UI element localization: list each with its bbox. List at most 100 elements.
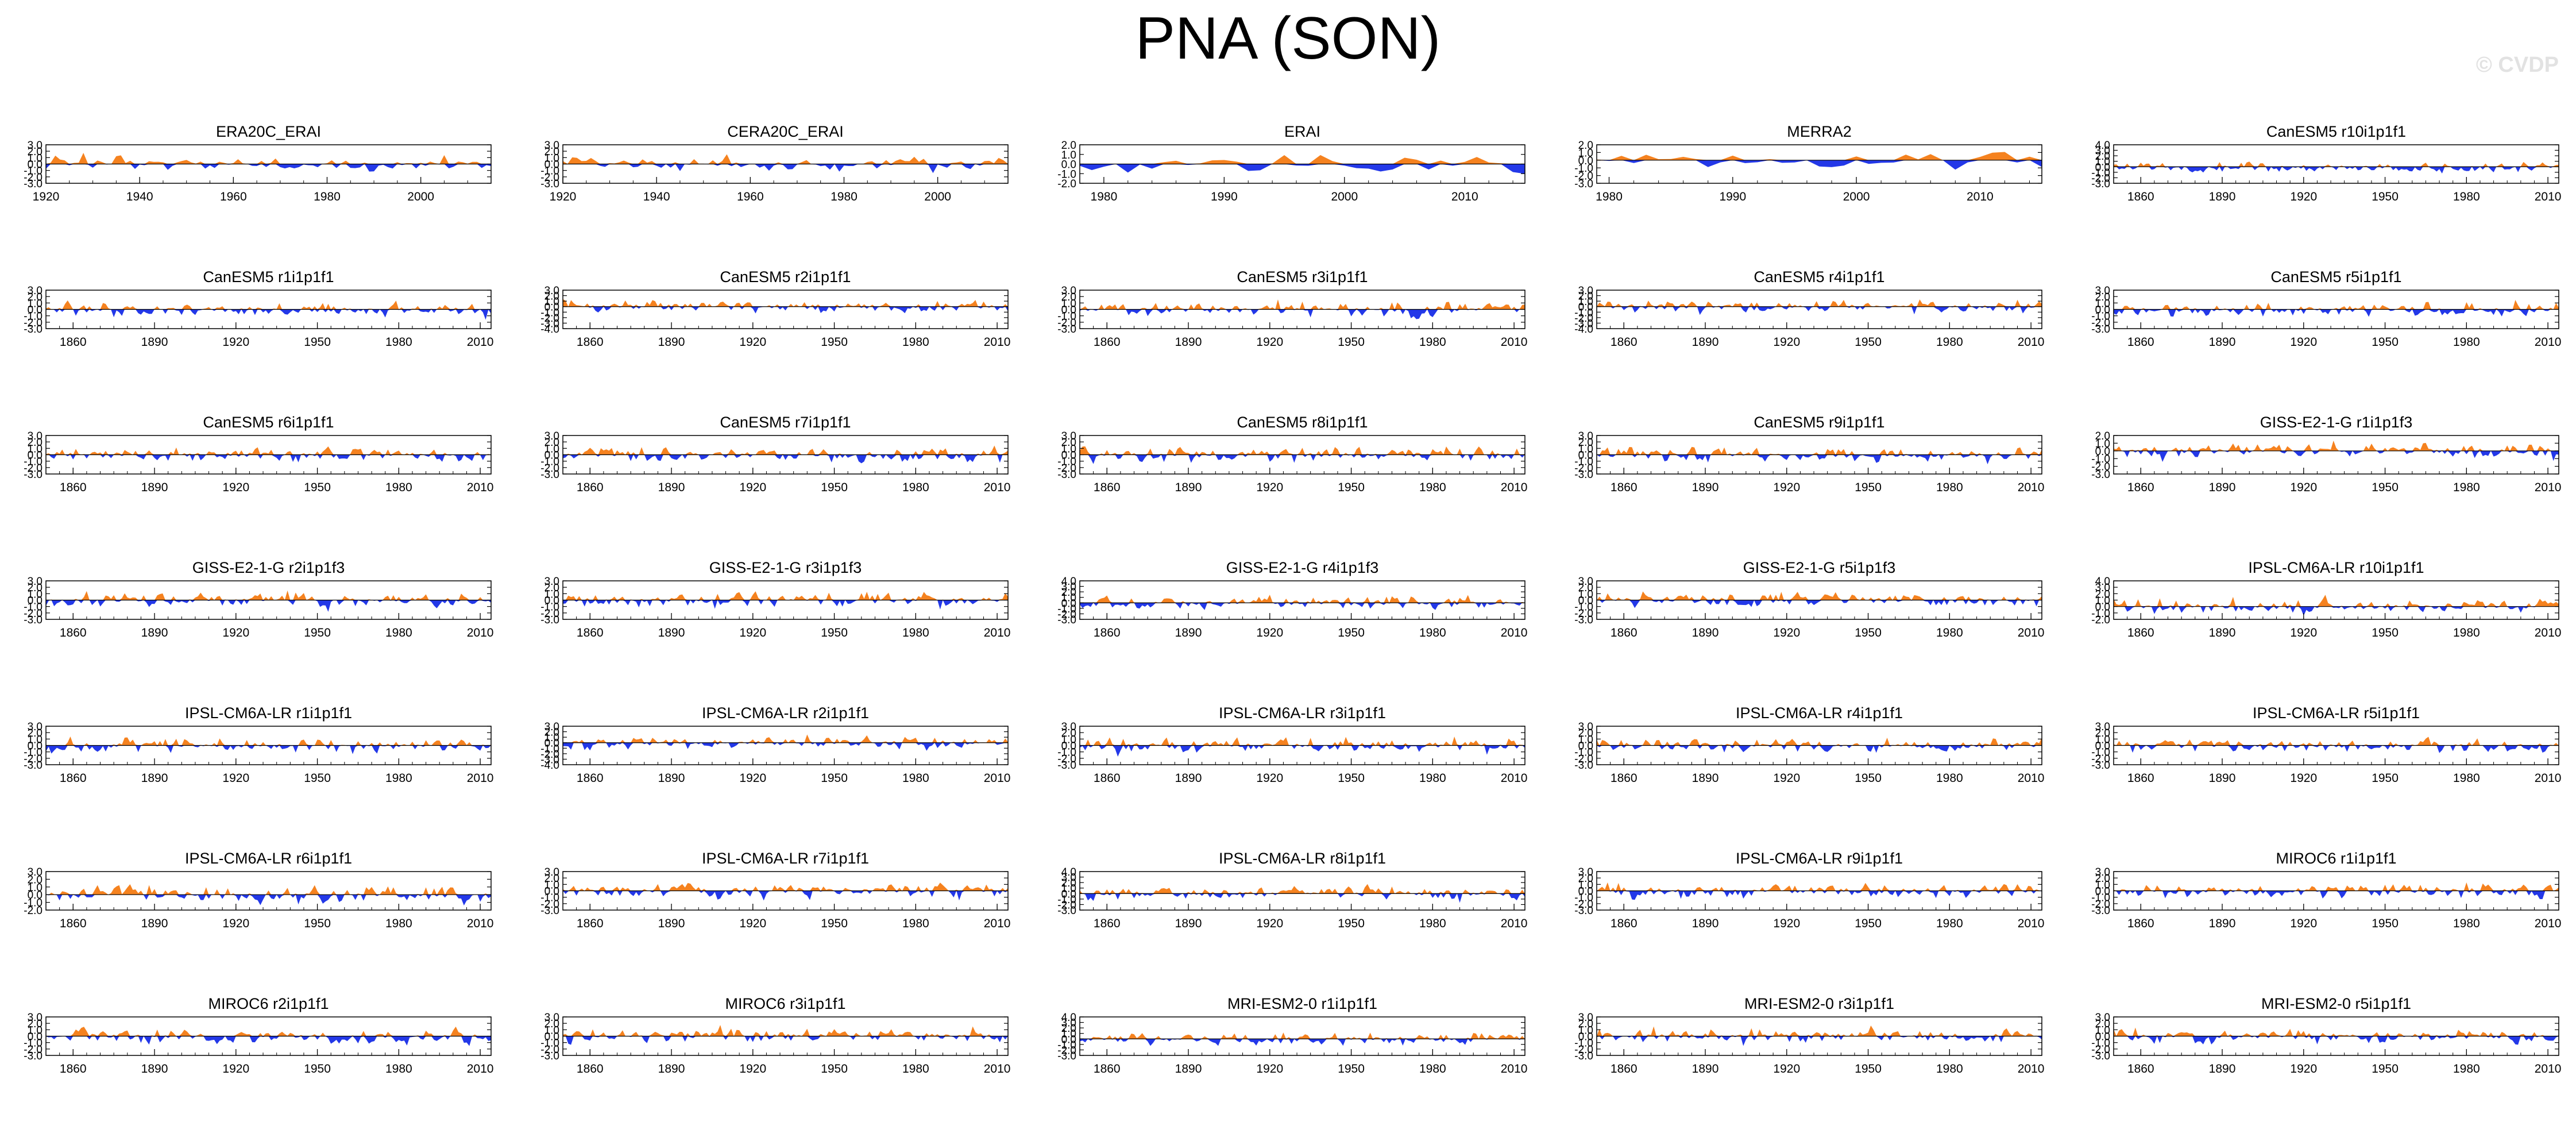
y-tick-label: 1.0 bbox=[1061, 298, 1076, 310]
x-tick-label: 1890 bbox=[1175, 772, 1202, 785]
y-tick-label: -2.0 bbox=[540, 749, 559, 761]
x-tick-label: 2010 bbox=[2535, 481, 2562, 494]
y-tick-label: 1.0 bbox=[544, 152, 559, 164]
y-tick-label: 0.0 bbox=[544, 595, 559, 607]
x-tick-label: 1890 bbox=[658, 481, 685, 494]
panel-title: IPSL-CM6A-LR r3i1p1f1 bbox=[1219, 704, 1386, 722]
x-tick-label: 1890 bbox=[658, 772, 685, 785]
plot-frame bbox=[45, 871, 492, 911]
y-tick-label: -1.0 bbox=[540, 165, 559, 178]
y-tick-label: 0.0 bbox=[1578, 302, 1593, 314]
x-tick-label: 1860 bbox=[60, 917, 87, 930]
y-tick-label: 0.0 bbox=[28, 1031, 43, 1043]
x-tick-label: 1890 bbox=[1692, 1062, 1719, 1076]
panel-ipsl-cm6a-lr-r9i1p1f1: IPSL-CM6A-LR r9i1p1f1 3.02.01.00.0-1.0-2.… bbox=[1574, 850, 2044, 930]
plot-frame bbox=[562, 726, 1009, 765]
y-tick-label: 3.0 bbox=[1061, 1017, 1076, 1030]
x-tick-label: 1980 bbox=[385, 336, 412, 349]
y-tick-label: -2.0 bbox=[1574, 462, 1593, 475]
y-tick-label: 0.0 bbox=[2095, 446, 2110, 458]
y-tick-label: -2.0 bbox=[1057, 899, 1076, 911]
x-tick-label: 1980 bbox=[1091, 190, 1118, 203]
x-tick-label: 1920 bbox=[739, 917, 766, 930]
x-tick-label: 1860 bbox=[1611, 336, 1637, 349]
x-tick-label: 1890 bbox=[658, 1062, 685, 1076]
x-tick-label: 1860 bbox=[1611, 481, 1637, 494]
x-tick-label: 1950 bbox=[1338, 336, 1365, 349]
x-tick-label: 1860 bbox=[60, 772, 87, 785]
y-tick-label: -2.0 bbox=[1057, 178, 1076, 190]
y-tick-label: -1.0 bbox=[1574, 163, 1593, 175]
x-tick-label: 1920 bbox=[1256, 1062, 1283, 1076]
y-tick-label: 0.0 bbox=[544, 159, 559, 171]
positive-area bbox=[563, 591, 1008, 600]
y-tick-label: -1.0 bbox=[24, 311, 43, 323]
x-tick-label: 1980 bbox=[1936, 626, 1963, 639]
x-tick-label: 1890 bbox=[2209, 1062, 2236, 1076]
y-tick-label: -3.0 bbox=[2091, 760, 2110, 772]
x-tick-label: 2010 bbox=[467, 481, 494, 494]
y-tick-label: -3.0 bbox=[1057, 1050, 1076, 1062]
positive-area bbox=[1597, 882, 2042, 891]
negative-area bbox=[1597, 891, 2042, 900]
x-tick-label: 1950 bbox=[821, 917, 848, 930]
plot-frame bbox=[2113, 580, 2559, 620]
y-tick-label: 2.0 bbox=[1061, 877, 1076, 889]
y-tick-label: 3.0 bbox=[1061, 430, 1076, 442]
x-tick-label: 1950 bbox=[304, 481, 331, 494]
y-tick-label: -1.0 bbox=[2091, 608, 2110, 620]
x-tick-label: 1920 bbox=[1773, 772, 1800, 785]
x-tick-label: 2010 bbox=[984, 626, 1011, 639]
x-tick-label: 1950 bbox=[821, 772, 848, 785]
x-tick-label: 1860 bbox=[2127, 190, 2154, 203]
x-tick-label: 1860 bbox=[1094, 772, 1121, 785]
panel-title: IPSL-CM6A-LR r2i1p1f1 bbox=[702, 704, 869, 722]
y-tick-label: -2.0 bbox=[2091, 317, 2110, 329]
y-tick-label: -2.0 bbox=[24, 172, 43, 184]
negative-area bbox=[2114, 745, 2559, 753]
positive-area bbox=[1597, 152, 2042, 160]
x-tick-label: 2010 bbox=[984, 1062, 1011, 1076]
y-tick-label: -3.0 bbox=[540, 1050, 559, 1062]
y-tick-label: -1.0 bbox=[1057, 747, 1076, 759]
y-tick-label: 0.0 bbox=[2095, 1031, 2110, 1043]
positive-area bbox=[1080, 884, 1525, 894]
y-tick-label: 0.0 bbox=[28, 741, 43, 753]
positive-area bbox=[46, 153, 491, 164]
x-tick-label: 1980 bbox=[1419, 336, 1446, 349]
x-tick-label: 1980 bbox=[2453, 917, 2480, 930]
y-tick-label: 0.0 bbox=[1578, 741, 1593, 753]
y-tick-label: 1.0 bbox=[1061, 443, 1076, 455]
y-tick-label: 0.0 bbox=[544, 302, 559, 314]
y-tick-label: -3.0 bbox=[1057, 469, 1076, 481]
positive-area bbox=[1597, 737, 2042, 746]
x-tick-label: 2010 bbox=[984, 772, 1011, 785]
x-tick-label: 2010 bbox=[984, 481, 1011, 494]
x-tick-label: 1920 bbox=[739, 481, 766, 494]
panel-ipsl-cm6a-lr-r2i1p1f1: IPSL-CM6A-LR r2i1p1f1 3.02.01.00.0-1.0-2.… bbox=[540, 704, 1010, 785]
x-tick-label: 1950 bbox=[1338, 626, 1365, 639]
panel-title: CanESM5 r8i1p1f1 bbox=[1237, 414, 1368, 431]
plot-frame bbox=[2113, 435, 2559, 475]
x-tick-label: 1860 bbox=[2127, 626, 2154, 639]
y-tick-label: 1.0 bbox=[2095, 438, 2110, 450]
negative-area bbox=[563, 454, 1008, 464]
y-tick-label: 2.0 bbox=[1578, 437, 1593, 449]
x-tick-label: 1950 bbox=[304, 917, 331, 930]
y-tick-label: -2.0 bbox=[2091, 899, 2110, 911]
y-tick-label: -2.0 bbox=[2091, 1044, 2110, 1056]
x-tick-label: 1890 bbox=[658, 626, 685, 639]
negative-area bbox=[2114, 606, 2559, 616]
x-tick-label: 1890 bbox=[2209, 772, 2236, 785]
x-tick-label: 1980 bbox=[902, 481, 929, 494]
x-tick-label: 1920 bbox=[2290, 336, 2317, 349]
x-tick-label: 1980 bbox=[314, 190, 341, 203]
x-tick-label: 1980 bbox=[902, 1062, 929, 1076]
y-tick-label: -3.0 bbox=[24, 614, 43, 626]
x-tick-label: 1920 bbox=[1773, 626, 1800, 639]
panel-title: IPSL-CM6A-LR r7i1p1f1 bbox=[702, 850, 869, 867]
y-tick-label: 2.0 bbox=[2095, 151, 2110, 163]
y-tick-label: 1.0 bbox=[544, 732, 559, 744]
y-tick-label: 2.0 bbox=[544, 146, 559, 158]
y-tick-label: 0.0 bbox=[1061, 598, 1076, 610]
